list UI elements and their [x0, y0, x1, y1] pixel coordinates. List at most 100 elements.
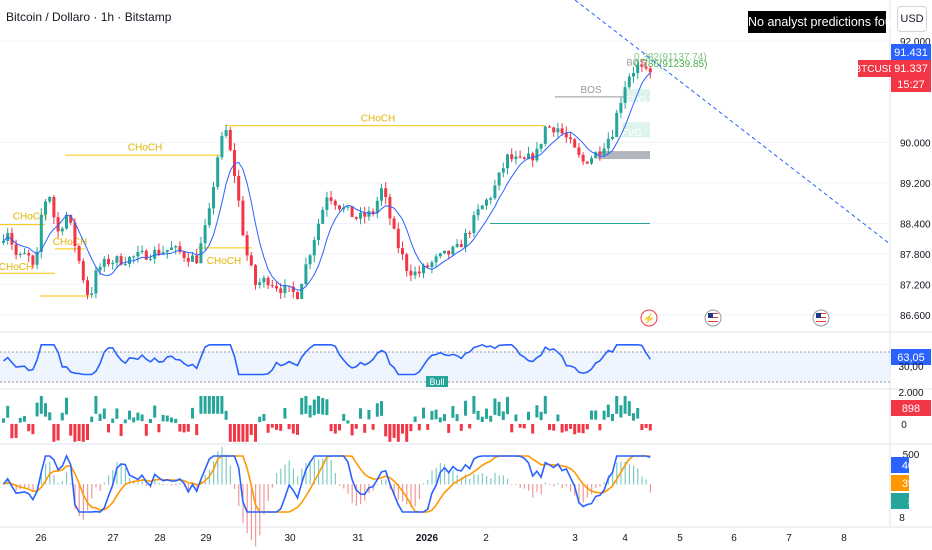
macd-histogram-bar [549, 484, 551, 485]
volume-bar [476, 410, 480, 420]
volume-bar [266, 424, 270, 433]
last-price-label: 91.431 [894, 47, 928, 59]
macd-histogram-bar [200, 480, 202, 485]
candle [594, 151, 598, 159]
macd-histogram-bar [297, 476, 299, 485]
candle [241, 196, 245, 237]
macd-histogram-bar [624, 461, 626, 485]
lightning-icon: ⚡ [640, 309, 658, 327]
candle [325, 191, 329, 217]
volume-bar [27, 424, 31, 432]
volume-bar [199, 396, 203, 414]
macd-histogram-bar [397, 484, 399, 500]
macd-histogram-bar [628, 464, 630, 485]
candle-body [220, 135, 224, 158]
candle [443, 250, 446, 255]
candle [527, 146, 530, 160]
rsi-band-label: 30,00 [898, 362, 923, 373]
candle-body [207, 208, 211, 226]
candle [165, 250, 169, 259]
candle [283, 279, 287, 298]
candle-body [522, 157, 526, 159]
volume-bar [207, 396, 211, 414]
macd-histogram-bar [637, 468, 639, 485]
volume-bar [317, 396, 320, 414]
candle-body [455, 244, 459, 247]
macd-histogram-bar [95, 484, 97, 488]
macd-histogram-bar [343, 484, 345, 489]
macd-histogram-bar [561, 484, 563, 489]
volume-bar [65, 397, 68, 415]
choch-label: CHoCH [13, 211, 47, 222]
rsi-value-label-bg [891, 349, 931, 365]
candle [451, 245, 455, 256]
macd-histogram-bar [603, 482, 605, 485]
candle-body [338, 205, 341, 210]
macd-histogram-bar [553, 484, 555, 487]
candle-body [296, 292, 299, 300]
candle-body [413, 271, 417, 276]
candle [384, 182, 388, 205]
volume-bar [443, 414, 446, 422]
symbol-tag-bg [858, 60, 892, 77]
candle [619, 97, 623, 119]
candle [132, 255, 136, 264]
candle [35, 247, 39, 270]
candle-body [535, 148, 539, 161]
volume-bar [249, 424, 253, 435]
candle-body [300, 284, 304, 300]
macd-histogram-bar [221, 446, 223, 485]
candle-body [308, 255, 312, 265]
volume-bar [178, 424, 182, 432]
candle-body [119, 256, 123, 265]
choch-label: CHoCH [128, 143, 162, 154]
volume-bar [77, 424, 81, 442]
macd-histogram-bar [171, 484, 173, 486]
macd-histogram-bar [74, 484, 76, 510]
volume-bar [2, 418, 5, 423]
macd-histogram-bar [284, 464, 286, 485]
volume-bar [44, 403, 47, 417]
symbol-tag: BTCUSD [854, 64, 895, 75]
candle-body [594, 152, 598, 159]
candle [270, 280, 274, 289]
volume-axis-label: 2.000 [898, 388, 923, 399]
candle-body [585, 161, 589, 164]
volume-bar [119, 424, 123, 437]
candle [140, 245, 144, 255]
candle [317, 218, 320, 246]
macd-histogram-bar [267, 484, 269, 501]
bos-label: BOS [626, 57, 645, 67]
time-tick-label: 3 [572, 533, 578, 544]
macd-histogram-bar [53, 474, 55, 485]
candle-body [640, 64, 644, 67]
volume-bar [623, 396, 627, 414]
currency-button[interactable]: USD [897, 6, 927, 32]
candle [396, 222, 400, 254]
candle-body [632, 73, 635, 77]
volume-bar [556, 414, 560, 422]
candle [157, 243, 161, 257]
volume-bar [186, 424, 190, 432]
candle [2, 234, 5, 245]
candle [480, 204, 484, 210]
candle-body [388, 197, 392, 219]
macd-histogram-bar [494, 472, 496, 485]
candle [220, 131, 224, 160]
macd-histogram-bar [32, 484, 34, 492]
candle [472, 211, 476, 238]
volume-bar [14, 424, 18, 438]
bull-signal-label: Bull [429, 377, 444, 387]
macd-histogram-bar [24, 484, 26, 488]
macd-histogram-bar [87, 484, 89, 511]
candle-body [249, 255, 253, 266]
volume-bar [472, 396, 476, 414]
candle [102, 256, 106, 272]
candle-body [539, 143, 543, 149]
volume-bar [539, 411, 543, 421]
candle-body [325, 197, 329, 210]
candle [245, 231, 249, 261]
candle [186, 252, 190, 267]
macd-axis-label: 8 [899, 513, 905, 524]
